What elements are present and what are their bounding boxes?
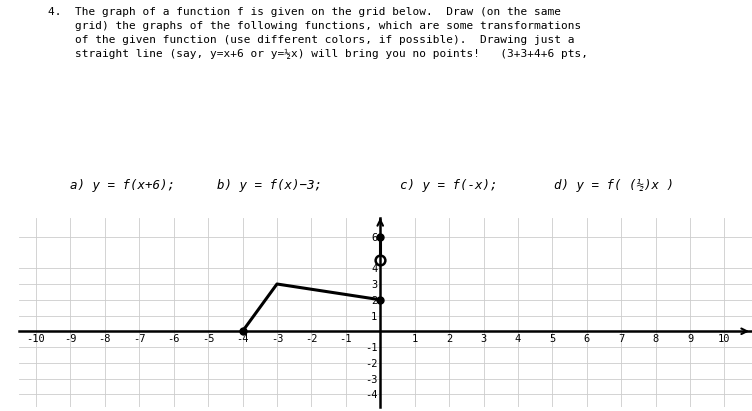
Text: d) y = f( (½)x ): d) y = f( (½)x ) <box>554 179 674 192</box>
Text: c) y = f(-x);: c) y = f(-x); <box>400 179 498 192</box>
Text: a) y = f(x+6);: a) y = f(x+6); <box>70 179 175 192</box>
Text: b) y = f(x)−3;: b) y = f(x)−3; <box>217 179 322 192</box>
Text: 4.  The graph of a function f is given on the grid below.  Draw (on the same
   : 4. The graph of a function f is given on… <box>48 7 588 59</box>
